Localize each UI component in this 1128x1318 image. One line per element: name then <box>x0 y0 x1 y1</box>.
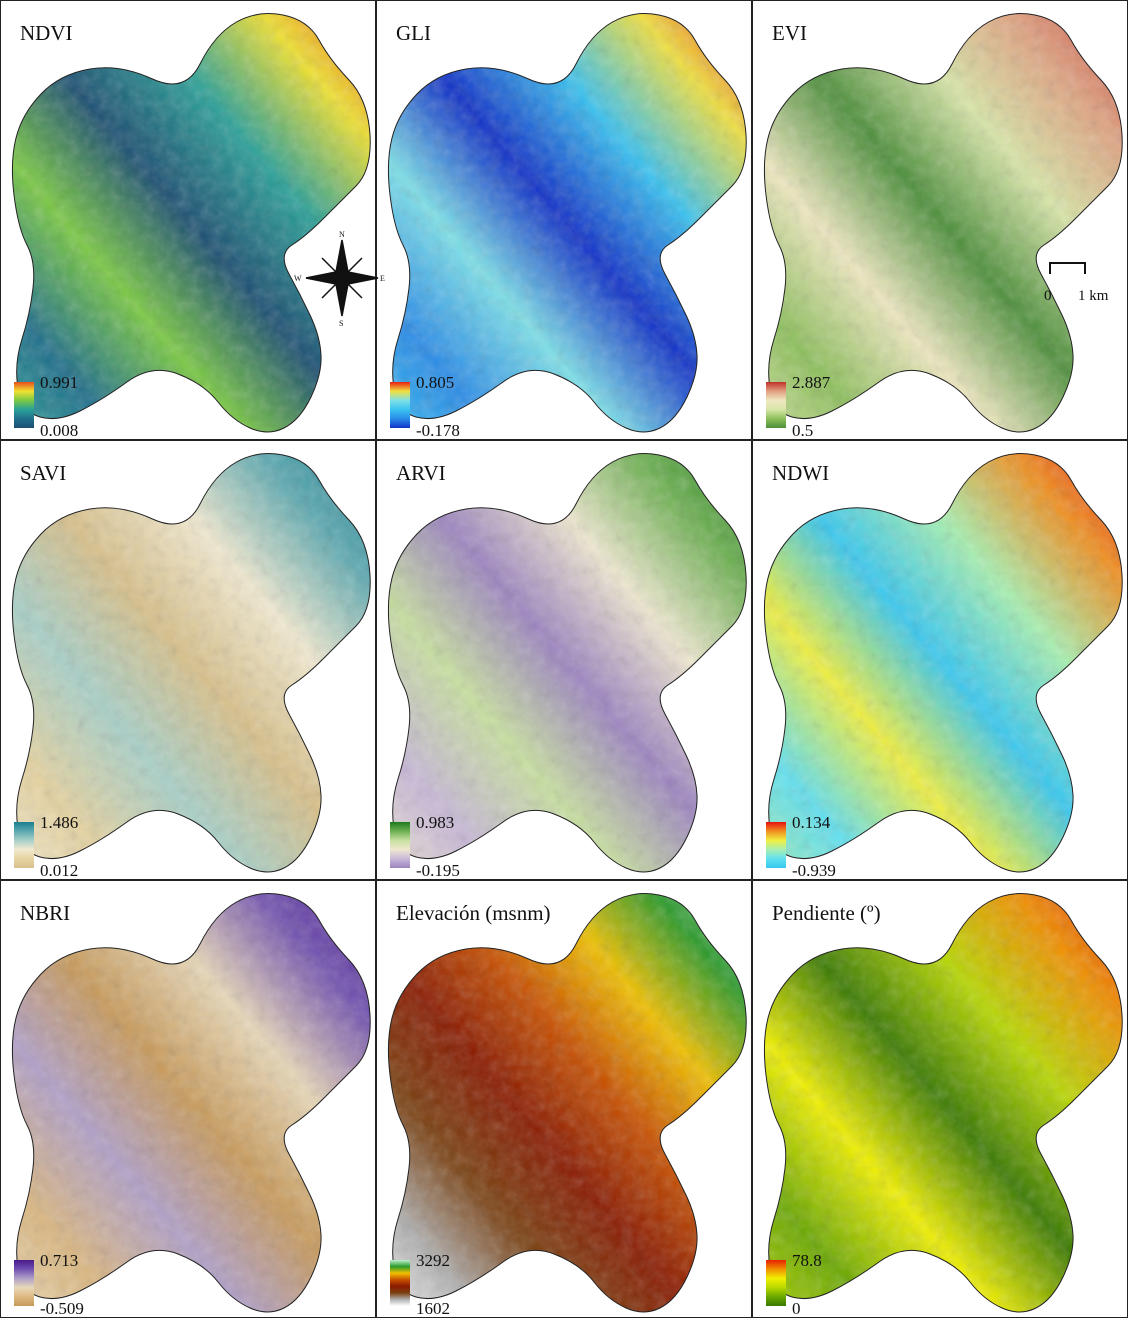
legend-max: 78.8 <box>792 1251 822 1270</box>
legend-min: -0.939 <box>792 861 836 880</box>
legend-min: -0.178 <box>416 421 460 440</box>
panel-title: Elevación (msnm) <box>396 901 551 925</box>
map-texture <box>764 893 1123 1312</box>
legend-ramp <box>14 822 34 868</box>
map <box>764 13 1123 432</box>
legend-max: 0.713 <box>40 1251 78 1270</box>
map-texture <box>12 13 371 432</box>
legend-min: 0.008 <box>40 421 78 440</box>
legend-max: 0.983 <box>416 813 454 832</box>
legend-ramp <box>766 382 786 428</box>
map <box>12 453 371 872</box>
compass-s: S <box>339 319 343 328</box>
legend-min: -0.195 <box>416 861 460 880</box>
legend-min: 0 <box>792 1299 801 1318</box>
map <box>12 893 371 1312</box>
map-texture <box>12 893 371 1312</box>
scale-bar: 0 1 km <box>1044 262 1109 304</box>
panel: GLI 0.805 -0.178 <box>376 0 752 440</box>
panel-title: Pendiente (º) <box>772 901 881 925</box>
compass-e: E <box>380 274 385 283</box>
panel-title: GLI <box>396 21 431 45</box>
map-texture <box>388 893 747 1312</box>
legend-max: 0.134 <box>792 813 831 832</box>
legend-min: 0.5 <box>792 421 813 440</box>
map-texture <box>12 453 371 872</box>
legend-ramp <box>14 382 34 428</box>
scale-start: 0 <box>1044 288 1052 304</box>
legend-ramp <box>14 1260 34 1306</box>
map <box>764 893 1123 1312</box>
scale-line <box>1049 262 1086 274</box>
legend-max: 0.805 <box>416 373 454 392</box>
compass-star <box>305 239 379 317</box>
panel: NDWI 0.134 -0.939 <box>752 440 1128 880</box>
legend-ramp <box>390 1260 410 1306</box>
panel-title: EVI <box>772 21 807 45</box>
legend-ramp <box>766 1260 786 1306</box>
legend-ramp <box>766 822 786 868</box>
legend-min: -0.509 <box>40 1299 84 1318</box>
map <box>388 893 747 1312</box>
panel: ARVI 0.983 -0.195 <box>376 440 752 880</box>
panel: Pendiente (º) 78.8 0 <box>752 880 1128 1318</box>
legend-max: 1.486 <box>40 813 78 832</box>
panel-frame <box>0 440 376 880</box>
panel-title: NDWI <box>772 461 829 485</box>
map <box>764 453 1123 872</box>
legend-max: 2.887 <box>792 373 831 392</box>
panel-title: ARVI <box>396 461 446 485</box>
panel-frame <box>376 0 752 440</box>
legend-min: 0.012 <box>40 861 78 880</box>
legend-min: 1602 <box>416 1299 450 1318</box>
map-texture <box>388 453 747 872</box>
panel-frame <box>376 440 752 880</box>
legend-ramp <box>390 822 410 868</box>
panel: EVI 2.887 0.5 <box>752 0 1128 440</box>
panel: NDVI 0.991 0.008 <box>0 0 376 440</box>
legend-ramp <box>390 382 410 428</box>
panel-title: SAVI <box>20 461 66 485</box>
legend-max: 3292 <box>416 1251 450 1270</box>
legend-max: 0.991 <box>40 373 78 392</box>
panel: SAVI 1.486 0.012 <box>0 440 376 880</box>
map <box>12 13 371 432</box>
map-texture <box>388 13 747 432</box>
panel-title: NDVI <box>20 21 73 45</box>
map-texture <box>764 13 1123 432</box>
scale-end: 1 km <box>1078 288 1109 304</box>
map-texture <box>764 453 1123 872</box>
panel-frame <box>0 0 376 440</box>
panel: NBRI 0.713 -0.509 <box>0 880 376 1318</box>
map <box>388 453 747 872</box>
compass-n: N <box>339 230 345 239</box>
map <box>388 13 747 432</box>
compass-w: W <box>294 274 302 283</box>
panel-title: NBRI <box>20 901 70 925</box>
compass: N S E W <box>294 230 385 328</box>
panel: Elevación (msnm) 3292 1602 <box>376 880 752 1318</box>
